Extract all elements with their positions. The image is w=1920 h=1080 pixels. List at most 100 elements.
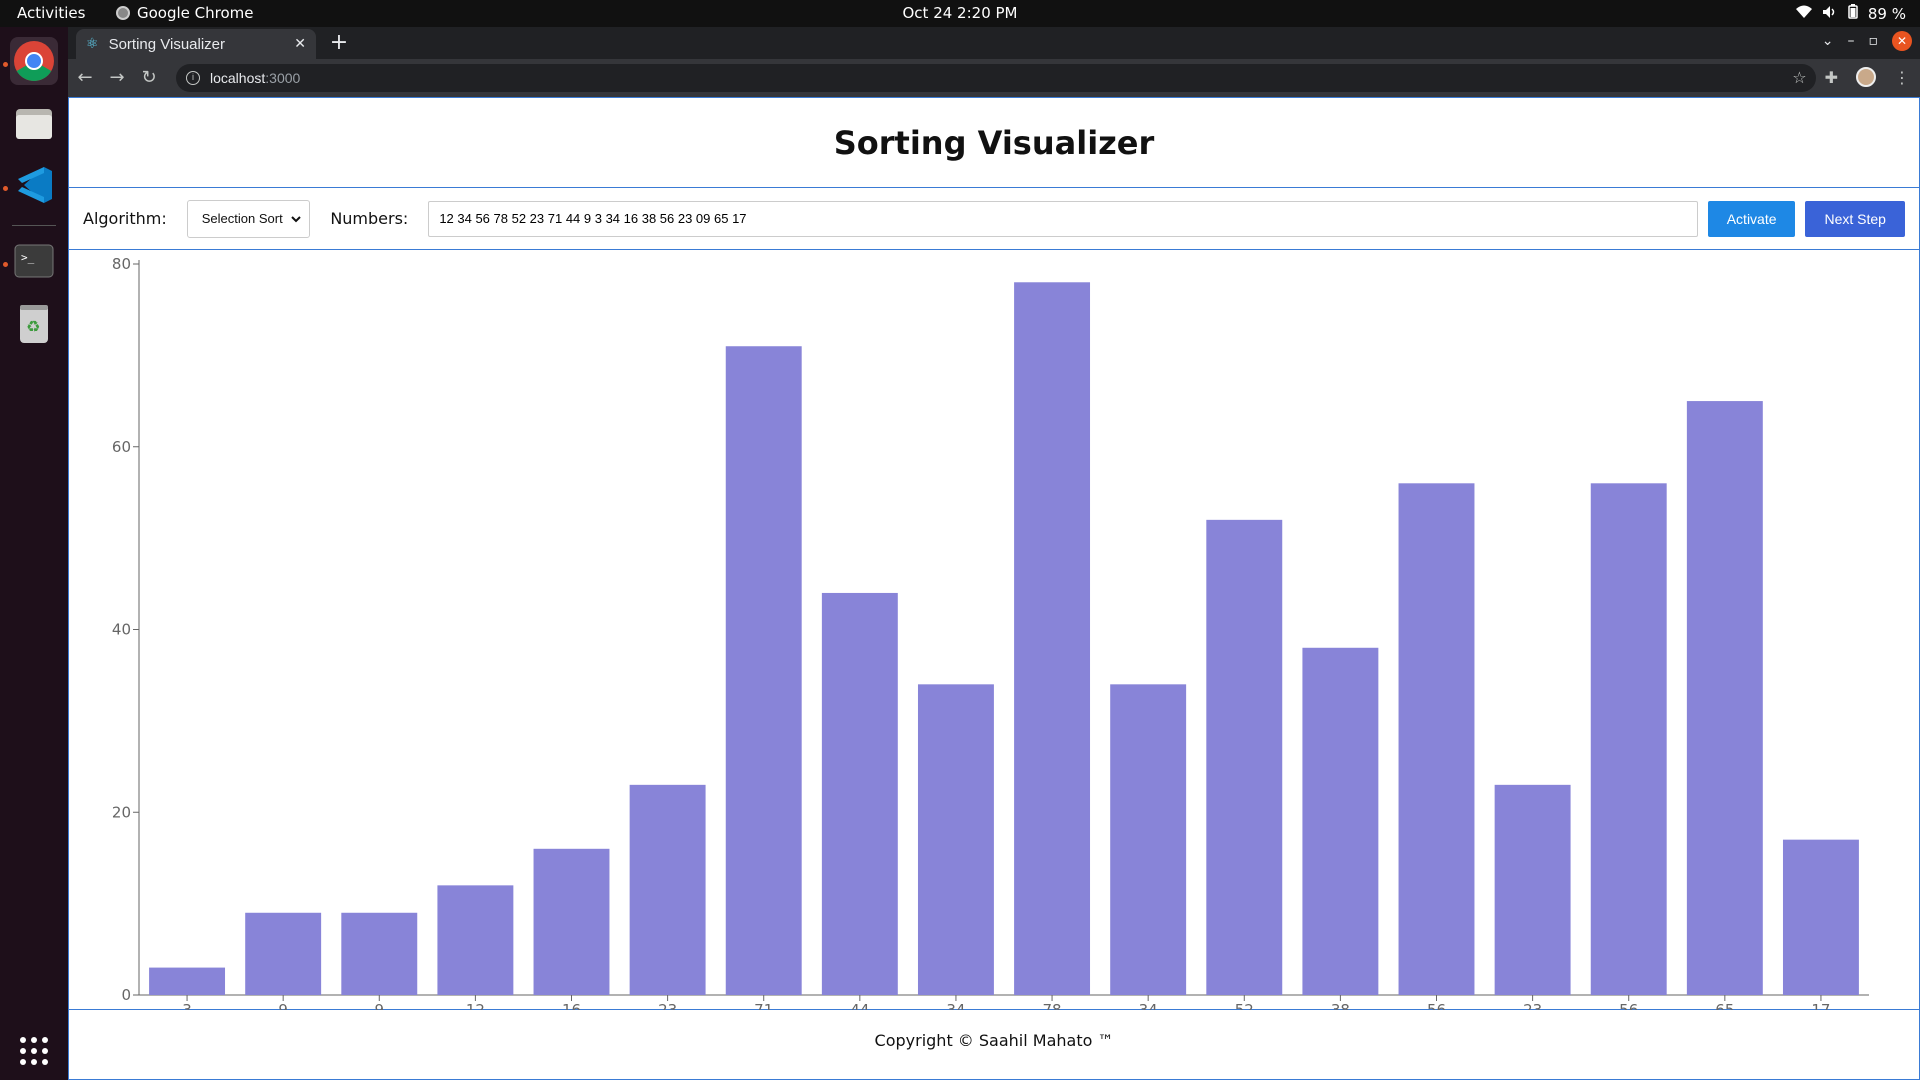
x-tick-label: 23 [1523, 1001, 1542, 1010]
chrome-menu-icon[interactable]: ⋮ [1894, 67, 1910, 87]
battery-percent: 89 % [1867, 4, 1906, 23]
x-tick-label: 23 [658, 1001, 677, 1010]
site-info-icon[interactable]: i [186, 71, 200, 85]
page-footer: Copyright © Saahil Mahato ™ [69, 1010, 1919, 1070]
x-tick-label: 34 [1139, 1001, 1158, 1010]
x-tick-label: 44 [850, 1001, 869, 1010]
x-tick-label: 3 [182, 1001, 192, 1010]
minimize-icon[interactable]: – [1847, 33, 1855, 49]
activities-button[interactable]: Activities [17, 4, 86, 22]
bar [821, 592, 898, 995]
bar-chart: 0 20 40 60 80 3 9 9 12 16 23 71 44 34 78 34 52 38 56 23 56 65… [112, 255, 1869, 1010]
url-port: :3000 [265, 70, 301, 86]
algorithm-label: Algorithm: [83, 209, 167, 228]
address-bar[interactable]: i localhost:3000 [176, 64, 1816, 92]
system-tray[interactable]: 89 % [1795, 4, 1906, 23]
trash-icon[interactable]: ♻ [10, 299, 58, 347]
chrome-icon[interactable] [10, 37, 58, 85]
close-window-icon[interactable]: ✕ [1892, 31, 1912, 51]
tab-strip: ⚛ Sorting Visualizer ✕ + ⌄ – ▫ ✕ [68, 27, 1920, 59]
svg-text:♻: ♻ [26, 317, 40, 336]
tab-search-icon[interactable]: ⌄ [1821, 33, 1834, 49]
running-indicator [3, 62, 8, 67]
page-content: Sorting Visualizer Algorithm: Selection … [68, 97, 1920, 1080]
running-indicator [3, 186, 8, 191]
controls-bar: Algorithm: Selection Sort Numbers: Activ… [69, 188, 1919, 250]
forward-icon[interactable]: → [109, 67, 125, 88]
x-tick-label: 9 [278, 1001, 288, 1010]
bar [341, 912, 418, 995]
restore-icon[interactable]: ▫ [1868, 33, 1879, 49]
x-tick-label: 9 [375, 1001, 385, 1010]
chrome-small-icon [116, 6, 130, 20]
wifi-icon [1795, 5, 1812, 23]
extensions-icon[interactable]: ✚ [1824, 67, 1838, 87]
x-tick-label: 17 [1811, 1001, 1830, 1010]
bar [1782, 839, 1859, 995]
x-tick-label: 56 [1619, 1001, 1638, 1010]
x-tick-label: 34 [946, 1001, 965, 1010]
y-tick-label: 80 [112, 255, 131, 273]
window-controls: ⌄ – ▫ ✕ [1822, 31, 1912, 51]
bar [149, 967, 226, 995]
x-tick-label: 65 [1715, 1001, 1734, 1010]
y-tick-label: 20 [112, 803, 131, 821]
dock-separator [12, 225, 56, 226]
y-tick-label: 40 [112, 621, 131, 639]
bar [437, 885, 514, 995]
x-tick-label: 71 [754, 1001, 773, 1010]
tab-title: Sorting Visualizer [108, 35, 226, 53]
browser-toolbar: ← → ↻ i localhost:3000 ☆ ✚ ⋮ [68, 59, 1920, 97]
algorithm-select[interactable]: Selection Sort [186, 199, 311, 238]
terminal-icon[interactable]: >_ [10, 237, 58, 285]
next-step-button[interactable]: Next Step [1805, 200, 1905, 237]
bar [1110, 684, 1187, 995]
browser-window: ⚛ Sorting Visualizer ✕ + ⌄ – ▫ ✕ ← → ↻ i… [68, 27, 1920, 1080]
bar [1494, 784, 1571, 995]
vscode-icon[interactable] [10, 161, 58, 209]
bar [1590, 483, 1667, 995]
activate-button[interactable]: Activate [1707, 200, 1796, 237]
x-tick-label: 38 [1331, 1001, 1350, 1010]
tab-sorting-visualizer[interactable]: ⚛ Sorting Visualizer ✕ [76, 29, 316, 59]
bar [1014, 282, 1091, 995]
bar [1206, 519, 1283, 995]
battery-icon [1848, 4, 1858, 23]
clock[interactable]: Oct 24 2:20 PM [902, 4, 1018, 22]
toolbar-actions: ☆ ✚ ⋮ [1792, 67, 1910, 87]
svg-text:>_: >_ [21, 251, 35, 264]
y-tick-label: 0 [121, 986, 131, 1004]
page-header: Sorting Visualizer [69, 98, 1919, 188]
files-icon[interactable] [10, 99, 58, 147]
react-favicon-icon: ⚛ [86, 36, 99, 52]
chevron-down-icon [291, 211, 302, 226]
system-top-bar: Activities Google Chrome Oct 24 2:20 PM … [0, 0, 1920, 27]
volume-icon [1822, 5, 1838, 23]
x-tick-label: 12 [466, 1001, 485, 1010]
bookmark-star-icon[interactable]: ☆ [1792, 67, 1807, 87]
new-tab-button[interactable]: + [329, 30, 349, 55]
x-tick-label: 78 [1043, 1001, 1062, 1010]
numbers-input[interactable] [428, 200, 1698, 237]
bar [917, 684, 994, 995]
tab-close-icon[interactable]: ✕ [294, 36, 306, 52]
x-tick-label: 52 [1235, 1001, 1254, 1010]
profile-avatar[interactable] [1856, 67, 1876, 87]
bar [725, 346, 802, 995]
bar [533, 848, 610, 995]
app-menu[interactable]: Google Chrome [116, 4, 254, 22]
app-grid-icon[interactable] [10, 1027, 58, 1075]
reload-icon[interactable]: ↻ [141, 67, 157, 88]
url-host: localhost [210, 70, 266, 86]
bar [245, 912, 322, 995]
numbers-label: Numbers: [330, 209, 409, 228]
x-tick-label: 16 [562, 1001, 581, 1010]
bar [1686, 401, 1763, 995]
y-tick-label: 60 [112, 438, 131, 456]
bar [1398, 483, 1475, 995]
bar [629, 784, 706, 995]
chart-area: 0 20 40 60 80 3 9 9 12 16 23 71 44 34 78 34 52 38 56 23 56 65… [69, 250, 1919, 1010]
dock: >_ ♻ [0, 27, 68, 1080]
back-icon[interactable]: ← [77, 67, 93, 88]
app-menu-label: Google Chrome [137, 4, 254, 22]
